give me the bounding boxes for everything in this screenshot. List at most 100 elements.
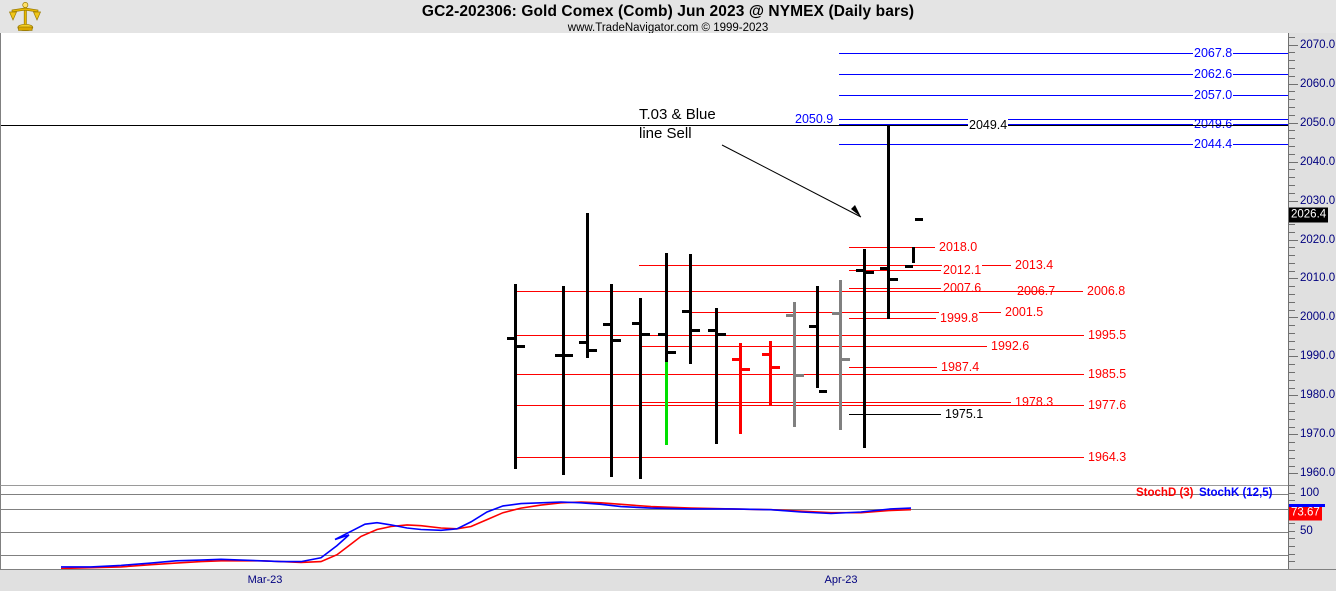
ohlc-bar[interactable] [682,254,700,365]
stochastic-indicator-pane[interactable] [0,485,1289,570]
price-level-label-red: 1995.5 [1087,327,1128,342]
price-axis-tick [1289,372,1295,373]
price-axis-label: 1970.0 [1300,428,1336,441]
price-level-label-blue: 2049.6 [1193,117,1234,132]
price-axis-tick [1289,255,1295,257]
ohlc-bar[interactable] [905,218,923,268]
price-axis-label: 1990.0 [1300,350,1336,363]
ohlc-bar-body [639,297,642,480]
ohlc-bar[interactable] [732,342,750,435]
chart-annotation-label: T.03 & Blue line Sell [639,106,716,143]
price-axis-tick [1289,130,1295,132]
price-level-label-red: 2018.0 [938,240,979,255]
price-level-label-blue: 2067.8 [1193,46,1234,61]
ohlc-bar[interactable] [880,124,898,320]
indicator-axis-tick [1289,500,1295,502]
ohlc-close-tick [565,354,573,358]
ohlc-close-tick [842,358,850,362]
price-axis-tick [1289,418,1295,420]
price-level-line-red [849,247,935,249]
ohlc-bar-body [839,280,842,431]
ohlc-bar-body [816,286,819,388]
ohlc-close-tick [642,333,650,337]
price-axis[interactable]: 2070.0 2060.0 2050.0 2040.0 2030.0 2020.0 2010… [1288,33,1336,485]
price-chart-pane[interactable]: 2018.0 2013.4 2012.1 2007.6 2006.7 2006.8 2001… [0,33,1289,519]
ohlc-close-tick [589,348,597,352]
ohlc-bar-body [586,213,589,359]
ohlc-close-tick [668,350,676,354]
price-axis-tick [1289,426,1295,428]
price-axis-tick [1289,301,1295,303]
gold-scales-logo-icon [8,1,44,35]
ohlc-bar[interactable] [555,286,573,476]
price-axis-tick [1289,325,1295,327]
ohlc-bar[interactable] [632,297,650,480]
ohlc-open-tick [507,336,515,340]
price-axis-tick [1289,340,1295,342]
ohlc-open-tick [809,325,817,329]
current-price-marker: 2026.4 [1289,207,1329,223]
price-axis-label: 2000.0 [1300,311,1336,324]
price-axis-tick [1289,161,1298,163]
price-level-line-black [1,124,1289,126]
price-level-line-red [849,270,941,272]
price-axis-tick [1289,317,1298,319]
price-axis-tick [1289,395,1298,397]
price-axis-tick [1289,449,1295,451]
indicator-axis-tick [1289,530,1295,532]
ohlc-bar[interactable] [658,253,676,446]
price-axis-tick [1289,278,1298,280]
ohlc-open-tick [880,266,888,270]
price-level-label-red: 2013.4 [1014,258,1055,273]
ohlc-bar[interactable] [832,280,850,431]
price-axis-tick [1289,348,1295,350]
ohlc-close-tick [718,333,726,337]
page-subtitle: www.TradeNavigator.com © 1999-2023 [567,22,769,34]
time-axis[interactable]: Mar-23 Apr-23 [0,569,1336,591]
ohlc-bar-body [715,308,718,445]
ohlc-bar[interactable] [507,284,525,470]
indicator-axis[interactable]: 100 50 73.67 [1288,485,1336,570]
price-level-line-blue [839,53,1289,55]
price-level-label-red: 2001.5 [1004,304,1045,319]
price-axis-tick [1289,91,1295,93]
price-level-line-red [849,287,941,289]
price-axis-tick [1289,122,1298,124]
price-level-label-red: 1978.3 [1014,395,1055,409]
price-axis-tick [1289,83,1298,85]
ohlc-open-tick [603,323,611,327]
price-axis-tick [1289,239,1298,241]
ohlc-close-tick [772,366,780,370]
ohlc-bar[interactable] [809,286,827,393]
ohlc-bar[interactable] [762,340,780,406]
indicator-axis-tick [1289,523,1295,525]
price-level-line-blue [839,73,1289,75]
price-axis-tick [1289,379,1295,381]
ohlc-bar-body [739,342,742,435]
price-level-line-red [689,311,1001,313]
price-level-label-red: 2006.8 [1086,283,1127,298]
price-axis-label: 2070.0 [1300,38,1336,51]
ohlc-close-tick [692,329,700,333]
ohlc-bar[interactable] [603,283,621,478]
price-axis-label: 2050.0 [1300,116,1336,129]
price-axis-label: 2030.0 [1300,194,1336,207]
price-axis-tick [1289,231,1295,233]
price-axis-tick [1289,169,1295,171]
ohlc-bar[interactable] [786,301,804,427]
ohlc-bar[interactable] [856,249,874,448]
price-axis-tick [1289,223,1295,225]
ohlc-open-tick [732,358,740,362]
stochastic-curves [60,501,912,570]
price-level-line-red [849,366,937,368]
price-axis-tick [1289,68,1295,70]
indicator-gridline [1,554,1289,556]
ohlc-bar[interactable] [708,308,726,445]
price-axis-tick [1289,294,1295,296]
ohlc-bar-body [769,340,772,406]
price-axis-label: 2020.0 [1300,233,1336,246]
price-axis-tick [1289,403,1295,405]
price-level-line-blue [839,119,1289,121]
price-axis-label: 2060.0 [1300,77,1336,90]
ohlc-bar[interactable] [579,213,597,359]
